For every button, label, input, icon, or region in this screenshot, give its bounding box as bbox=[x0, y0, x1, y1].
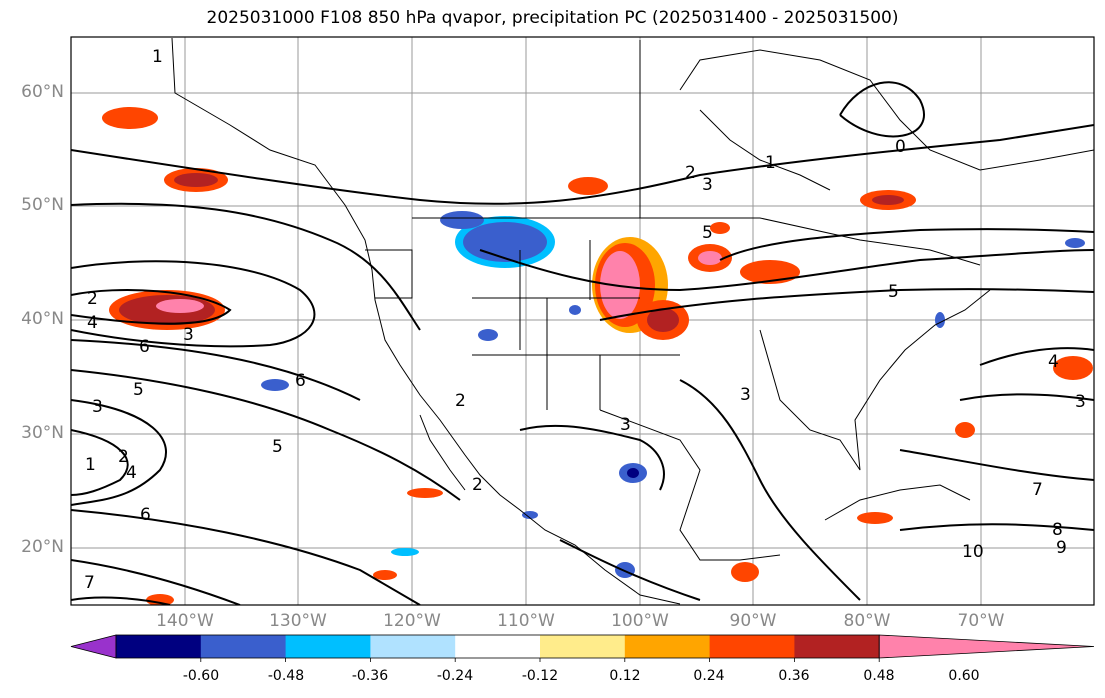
colorbar-segment bbox=[794, 635, 880, 658]
contour-label: 1 bbox=[85, 455, 96, 475]
contour-label: 1 bbox=[152, 47, 163, 67]
contour-label: 6 bbox=[140, 505, 151, 525]
colorbar-segment bbox=[709, 635, 795, 658]
coastlines-borders bbox=[171, 37, 1094, 605]
colorbar-label: 0.12 bbox=[609, 668, 641, 684]
colorbar-segment bbox=[200, 635, 287, 658]
lon-label-100w: 100°W bbox=[611, 611, 669, 631]
colorbar-label: 0.36 bbox=[778, 668, 810, 684]
contour-label: 4 bbox=[126, 463, 137, 483]
contour-label: 5 bbox=[133, 380, 144, 400]
contour-label: 0 bbox=[895, 137, 906, 157]
contour-label: 4 bbox=[1048, 352, 1059, 372]
qvapor-contours bbox=[71, 81, 1094, 605]
lon-label-70w: 70°W bbox=[957, 611, 1005, 631]
contour-label: 2 bbox=[455, 391, 466, 411]
colorbar-label: -0.12 bbox=[521, 668, 559, 684]
map-title: 2025031000 F108 850 hPa qvapor, precipit… bbox=[206, 8, 899, 28]
colorbar bbox=[70, 634, 1095, 662]
contour-label: 3 bbox=[1075, 392, 1086, 412]
colorbar-extend-min bbox=[70, 634, 117, 659]
colorbar-segment bbox=[370, 635, 456, 658]
lon-label-80w: 80°W bbox=[843, 611, 891, 631]
lon-label-90w: 90°W bbox=[729, 611, 777, 631]
contour-label: 5 bbox=[702, 223, 713, 243]
lon-label-120w: 120°W bbox=[383, 611, 441, 631]
contour-labels: 1 2 3 4 5 6 3 1 2 4 6 7 5 2 3 1 5 5 0 4 … bbox=[84, 47, 1086, 593]
precip-positive-shading bbox=[102, 107, 1093, 605]
contour-label: 8 bbox=[1052, 520, 1063, 540]
contour-label: 2 bbox=[685, 163, 696, 183]
lat-label-20n: 20°N bbox=[21, 537, 64, 557]
contour-label: 3 bbox=[183, 325, 194, 345]
contour-label: 2 bbox=[472, 475, 483, 495]
contour-label: 6 bbox=[295, 371, 306, 391]
colorbar-segment bbox=[540, 635, 626, 658]
colorbar-segment bbox=[624, 635, 711, 658]
precip-negative-shading bbox=[261, 211, 1085, 578]
contour-label: 3 bbox=[92, 397, 103, 417]
contour-label: 3 bbox=[740, 385, 751, 405]
lon-label-130w: 130°W bbox=[269, 611, 327, 631]
colorbar-label: -0.24 bbox=[436, 668, 474, 684]
colorbar-segment bbox=[285, 635, 371, 658]
lat-label-50n: 50°N bbox=[21, 195, 64, 215]
contour-label: 3 bbox=[620, 415, 631, 435]
lat-label-30n: 30°N bbox=[21, 423, 64, 443]
contour-label: 7 bbox=[1032, 480, 1043, 500]
contour-label: 1 bbox=[765, 153, 776, 173]
contour-label: 9 bbox=[1056, 538, 1067, 558]
colorbar-label: -0.60 bbox=[182, 668, 220, 684]
lat-label-40n: 40°N bbox=[21, 309, 64, 329]
contour-label: 2 bbox=[118, 447, 129, 467]
colorbar-label: -0.36 bbox=[351, 668, 389, 684]
colorbar-label: 0.60 bbox=[948, 668, 980, 684]
contour-label: 5 bbox=[272, 437, 283, 457]
colorbar-segment bbox=[116, 635, 202, 658]
contour-label: 7 bbox=[84, 573, 95, 593]
lon-label-110w: 110°W bbox=[497, 611, 555, 631]
colorbar-label: 0.24 bbox=[693, 668, 725, 684]
contour-label: 3 bbox=[702, 175, 713, 195]
contour-label: 6 bbox=[139, 337, 150, 357]
colorbar-segment bbox=[455, 635, 541, 658]
contour-label: 10 bbox=[962, 542, 984, 562]
lat-label-60n: 60°N bbox=[21, 82, 64, 102]
contour-label: 5 bbox=[888, 282, 899, 302]
map-frame bbox=[70, 36, 1095, 606]
lon-label-140w: 140°W bbox=[156, 611, 214, 631]
contour-label: 2 bbox=[87, 289, 98, 309]
colorbar-label: -0.48 bbox=[267, 668, 305, 684]
colorbar-extend-max bbox=[878, 634, 1095, 659]
colorbar-label: 0.48 bbox=[863, 668, 895, 684]
contour-label: 4 bbox=[87, 313, 98, 333]
colorbar-outline bbox=[115, 634, 880, 659]
